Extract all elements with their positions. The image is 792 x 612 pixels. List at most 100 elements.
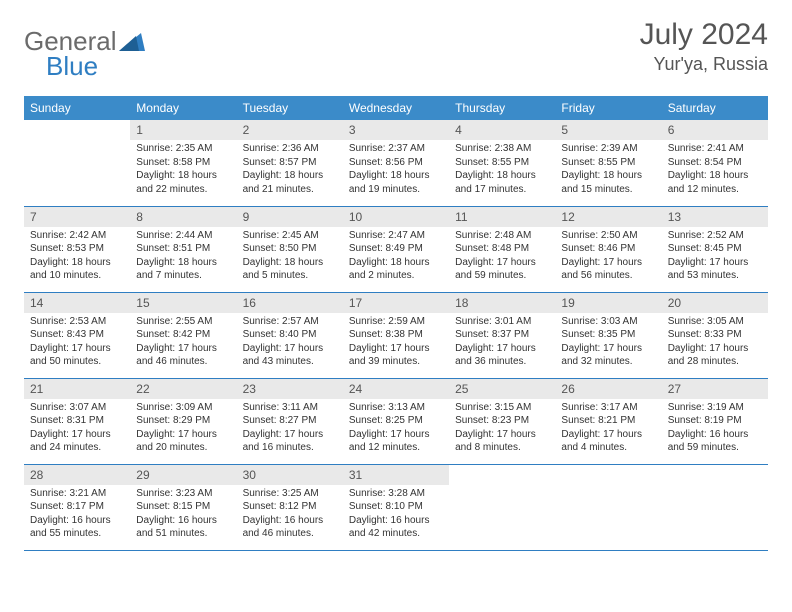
day-number: 2: [237, 120, 343, 140]
day-info-line: Sunset: 8:40 PM: [243, 328, 337, 342]
day-info-line: Sunset: 8:37 PM: [455, 328, 549, 342]
calendar-day-cell: 17Sunrise: 2:59 AMSunset: 8:38 PMDayligh…: [343, 292, 449, 378]
weekday-header: Wednesday: [343, 96, 449, 120]
day-info-line: Sunrise: 3:07 AM: [30, 401, 124, 415]
calendar-day-cell: [24, 120, 130, 206]
day-info-line: Sunrise: 2:38 AM: [455, 142, 549, 156]
day-info-line: Sunset: 8:29 PM: [136, 414, 230, 428]
calendar-day-cell: 27 Sunrise: 3:19 AMSunset: 8:19 PMDayligh…: [662, 378, 768, 464]
calendar-day-cell: 20Sunrise: 3:05 AMSunset: 8:33 PMDayligh…: [662, 292, 768, 378]
calendar-day-cell: 26Sunrise: 3:17 AMSunset: 8:21 PMDayligh…: [555, 378, 661, 464]
day-info-line: Sunset: 8:17 PM: [30, 500, 124, 514]
day-number: 8: [130, 207, 236, 227]
day-info-line: Daylight: 17 hours and 12 minutes.: [349, 428, 443, 455]
day-info-line: Daylight: 18 hours and 22 minutes.: [136, 169, 230, 196]
day-info-line: Sunset: 8:55 PM: [455, 156, 549, 170]
calendar-day-cell: 15Sunrise: 2:55 AMSunset: 8:42 PMDayligh…: [130, 292, 236, 378]
day-info-line: Daylight: 17 hours and 50 minutes.: [30, 342, 124, 369]
day-number: 5: [555, 120, 661, 140]
day-info-line: Sunset: 8:27 PM: [243, 414, 337, 428]
day-info-line: Sunset: 8:33 PM: [668, 328, 762, 342]
day-info-line: Sunset: 8:49 PM: [349, 242, 443, 256]
day-info-line: Daylight: 16 hours and 55 minutes.: [30, 514, 124, 541]
day-info-line: Sunrise: 2:44 AM: [136, 229, 230, 243]
calendar-day-cell: 10Sunrise: 2:47 AMSunset: 8:49 PMDayligh…: [343, 206, 449, 292]
day-number: 7: [24, 207, 130, 227]
day-info-line: Sunrise: 2:47 AM: [349, 229, 443, 243]
day-info-line: Sunset: 8:31 PM: [30, 414, 124, 428]
calendar-week-row: 1Sunrise: 2:35 AMSunset: 8:58 PMDaylight…: [24, 120, 768, 206]
day-info-line: Daylight: 18 hours and 10 minutes.: [30, 256, 124, 283]
day-info-line: Daylight: 17 hours and 16 minutes.: [243, 428, 337, 455]
day-info-line: Daylight: 17 hours and 46 minutes.: [136, 342, 230, 369]
day-info-line: Sunrise: 2:52 AM: [668, 229, 762, 243]
title-block: July 2024 Yur'ya, Russia: [640, 18, 768, 75]
day-number: 22: [130, 379, 236, 399]
weekday-header: Tuesday: [237, 96, 343, 120]
day-number: 30: [237, 465, 343, 485]
day-info-line: Daylight: 17 hours and 43 minutes.: [243, 342, 337, 369]
day-info-line: Daylight: 17 hours and 24 minutes.: [30, 428, 124, 455]
day-info-line: Sunset: 8:50 PM: [243, 242, 337, 256]
calendar-day-cell: 4Sunrise: 2:38 AMSunset: 8:55 PMDaylight…: [449, 120, 555, 206]
day-info-line: Sunset: 8:15 PM: [136, 500, 230, 514]
calendar-day-cell: 13Sunrise: 2:52 AMSunset: 8:45 PMDayligh…: [662, 206, 768, 292]
day-number: 14: [24, 293, 130, 313]
day-info-line: Sunset: 8:19 PM: [668, 414, 762, 428]
day-info-line: Daylight: 18 hours and 5 minutes.: [243, 256, 337, 283]
page-subtitle: Yur'ya, Russia: [640, 54, 768, 75]
day-number: 27: [662, 379, 768, 399]
calendar-day-cell: 25Sunrise: 3:15 AMSunset: 8:23 PMDayligh…: [449, 378, 555, 464]
calendar-week-row: 7Sunrise: 2:42 AMSunset: 8:53 PMDaylight…: [24, 206, 768, 292]
day-info-line: Daylight: 18 hours and 12 minutes.: [668, 169, 762, 196]
day-info-line: Sunrise: 2:48 AM: [455, 229, 549, 243]
day-info-line: Sunrise: 2:36 AM: [243, 142, 337, 156]
day-number: 11: [449, 207, 555, 227]
weekday-header-row: Sunday Monday Tuesday Wednesday Thursday…: [24, 96, 768, 120]
day-info-line: Sunset: 8:53 PM: [30, 242, 124, 256]
day-number: 19: [555, 293, 661, 313]
day-info-line: Sunset: 8:54 PM: [668, 156, 762, 170]
day-info-line: Sunset: 8:55 PM: [561, 156, 655, 170]
day-info-line: Daylight: 17 hours and 39 minutes.: [349, 342, 443, 369]
day-info-line: Daylight: 16 hours and 46 minutes.: [243, 514, 337, 541]
day-number: 21: [24, 379, 130, 399]
calendar-day-cell: 19Sunrise: 3:03 AMSunset: 8:35 PMDayligh…: [555, 292, 661, 378]
day-info-line: Sunrise: 3:19 AM: [668, 401, 762, 415]
day-number: 31: [343, 465, 449, 485]
day-number: 13: [662, 207, 768, 227]
day-info-line: Sunset: 8:48 PM: [455, 242, 549, 256]
day-number: 26: [555, 379, 661, 399]
calendar-week-row: 14Sunrise: 2:53 AMSunset: 8:43 PMDayligh…: [24, 292, 768, 378]
calendar-day-cell: 3Sunrise: 2:37 AMSunset: 8:56 PMDaylight…: [343, 120, 449, 206]
day-info-line: Sunrise: 3:25 AM: [243, 487, 337, 501]
day-number: 16: [237, 293, 343, 313]
day-number: 1: [130, 120, 236, 140]
day-info-line: Sunset: 8:38 PM: [349, 328, 443, 342]
day-info-line: Sunrise: 2:53 AM: [30, 315, 124, 329]
day-info-line: Sunrise: 2:41 AM: [668, 142, 762, 156]
day-info-line: Daylight: 16 hours and 42 minutes.: [349, 514, 443, 541]
weekday-header: Sunday: [24, 96, 130, 120]
day-info-line: Daylight: 18 hours and 7 minutes.: [136, 256, 230, 283]
day-info-line: Sunset: 8:23 PM: [455, 414, 549, 428]
day-info-line: Sunset: 8:58 PM: [136, 156, 230, 170]
day-number: 23: [237, 379, 343, 399]
day-info-line: Sunrise: 2:57 AM: [243, 315, 337, 329]
day-info-line: Daylight: 16 hours and 59 minutes.: [668, 428, 762, 455]
day-info-line: Sunrise: 3:01 AM: [455, 315, 549, 329]
weekday-header: Thursday: [449, 96, 555, 120]
day-info-line: Sunset: 8:12 PM: [243, 500, 337, 514]
day-info-line: Sunset: 8:43 PM: [30, 328, 124, 342]
calendar-day-cell: 12Sunrise: 2:50 AMSunset: 8:46 PMDayligh…: [555, 206, 661, 292]
calendar-day-cell: 6Sunrise: 2:41 AMSunset: 8:54 PMDaylight…: [662, 120, 768, 206]
day-number: 3: [343, 120, 449, 140]
calendar-week-row: 28Sunrise: 3:21 AMSunset: 8:17 PMDayligh…: [24, 464, 768, 550]
day-info-line: Sunset: 8:21 PM: [561, 414, 655, 428]
day-info-line: Sunrise: 2:37 AM: [349, 142, 443, 156]
day-info-line: Daylight: 17 hours and 28 minutes.: [668, 342, 762, 369]
day-number: 25: [449, 379, 555, 399]
day-info-line: Daylight: 17 hours and 32 minutes.: [561, 342, 655, 369]
day-info-line: Sunrise: 2:42 AM: [30, 229, 124, 243]
day-info-line: Daylight: 18 hours and 21 minutes.: [243, 169, 337, 196]
